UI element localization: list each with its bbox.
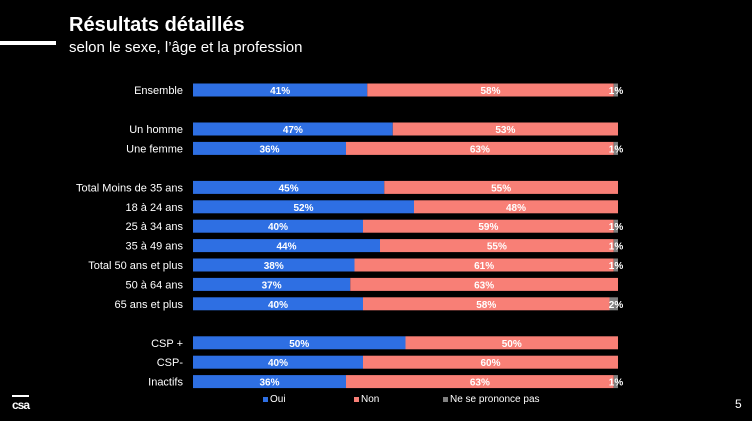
category-label: CSP- xyxy=(157,357,184,369)
bar-non xyxy=(367,83,614,97)
csa-logo: csa xyxy=(12,395,30,412)
category-label: Inactifs xyxy=(148,377,183,389)
data-label-non: 58% xyxy=(480,86,500,97)
data-label-nsp: 1% xyxy=(609,144,624,155)
bar-nsp xyxy=(613,141,618,155)
data-label-oui: 44% xyxy=(276,242,296,253)
category-label: 35 à 49 ans xyxy=(126,241,184,253)
bar-non xyxy=(380,239,614,253)
bar-oui xyxy=(193,375,346,389)
data-label-non: 61% xyxy=(474,261,494,272)
bar-oui xyxy=(193,355,363,369)
legend-oui-swatch xyxy=(263,397,268,402)
bar-oui xyxy=(193,277,351,291)
bar-non xyxy=(363,355,618,369)
bar-non xyxy=(346,375,614,389)
category-label: 18 à 24 ans xyxy=(126,202,184,214)
data-label-oui: 36% xyxy=(259,144,279,155)
data-label-non: 53% xyxy=(495,125,515,136)
legend-nsp-swatch xyxy=(443,397,448,402)
bar-nsp xyxy=(613,239,618,253)
bar-non xyxy=(405,336,618,350)
bar-nsp xyxy=(613,219,618,233)
bar-nsp xyxy=(613,83,618,97)
page-number: 5 xyxy=(735,397,742,411)
bar-oui xyxy=(193,122,393,136)
data-label-oui: 41% xyxy=(270,86,290,97)
bar-oui xyxy=(193,180,385,194)
data-label-non: 63% xyxy=(470,378,490,389)
legend-non-swatch xyxy=(354,397,359,402)
data-label-oui: 40% xyxy=(268,358,288,369)
data-label-non: 48% xyxy=(506,203,526,214)
data-label-oui: 37% xyxy=(262,280,282,291)
data-label-non: 55% xyxy=(487,242,507,253)
bar-non xyxy=(350,277,618,291)
bar-non xyxy=(392,122,618,136)
data-label-oui: 40% xyxy=(268,300,288,311)
data-label-oui: 36% xyxy=(259,378,279,389)
bar-oui xyxy=(193,83,368,97)
page-subtitle: selon le sexe, l’âge et la profession xyxy=(69,39,303,56)
category-label: CSP + xyxy=(151,338,183,350)
category-label: 50 à 64 ans xyxy=(126,279,184,291)
data-label-nsp: 1% xyxy=(609,86,624,97)
title-accent-line xyxy=(0,41,56,45)
category-label: 65 ans et plus xyxy=(115,299,184,311)
category-label: Une femme xyxy=(126,143,183,155)
category-label: Ensemble xyxy=(134,85,183,97)
bar-oui xyxy=(193,200,414,214)
legend-non-label: Non xyxy=(361,394,379,405)
bar-nsp xyxy=(609,297,618,311)
data-label-nsp: 1% xyxy=(609,378,624,389)
data-label-non: 59% xyxy=(478,222,498,233)
legend-oui-label: Oui xyxy=(270,394,286,405)
category-label: Total Moins de 35 ans xyxy=(76,182,184,194)
bar-non xyxy=(354,258,614,272)
bar-oui xyxy=(193,219,363,233)
data-label-non: 60% xyxy=(480,358,500,369)
category-label: Un homme xyxy=(129,124,183,136)
page-title: Résultats détaillés xyxy=(69,14,245,36)
category-label: Total 50 ans et plus xyxy=(88,260,183,272)
data-label-oui: 47% xyxy=(283,125,303,136)
bar-non xyxy=(414,200,618,214)
bar-oui xyxy=(193,258,355,272)
bar-oui xyxy=(193,239,380,253)
data-label-non: 55% xyxy=(491,183,511,194)
data-label-nsp: 1% xyxy=(609,242,624,253)
bar-nsp xyxy=(613,258,618,272)
data-label-oui: 38% xyxy=(264,261,284,272)
bar-oui xyxy=(193,297,363,311)
category-label: 25 à 34 ans xyxy=(126,221,184,233)
bar-non xyxy=(363,219,614,233)
data-label-nsp: 1% xyxy=(609,222,624,233)
data-label-non: 63% xyxy=(470,144,490,155)
bar-oui xyxy=(193,141,346,155)
bar-non xyxy=(363,297,610,311)
bar-oui xyxy=(193,336,406,350)
data-label-oui: 45% xyxy=(279,183,299,194)
data-label-non: 58% xyxy=(476,300,496,311)
data-label-nsp: 2% xyxy=(609,300,624,311)
bar-non xyxy=(384,180,618,194)
data-label-non: 63% xyxy=(474,280,494,291)
data-label-oui: 50% xyxy=(289,339,309,350)
data-label-oui: 52% xyxy=(293,203,313,214)
legend-nsp-label: Ne se prononce pas xyxy=(450,394,540,405)
data-label-nsp: 1% xyxy=(609,261,624,272)
bar-non xyxy=(346,141,614,155)
data-label-oui: 40% xyxy=(268,222,288,233)
bar-nsp xyxy=(613,375,618,389)
data-label-non: 50% xyxy=(502,339,522,350)
